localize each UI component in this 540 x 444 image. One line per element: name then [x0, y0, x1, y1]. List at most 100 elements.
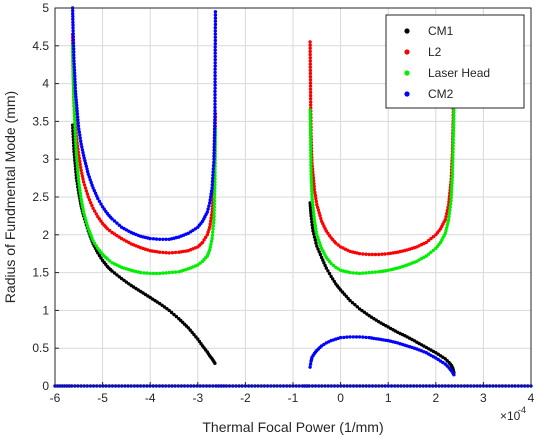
data-point-laser-head: [73, 136, 78, 140]
data-point-l2: [79, 168, 83, 173]
data-point-laser-head: [451, 150, 455, 154]
data-point-l2: [78, 162, 82, 167]
data-point-laser-head: [212, 205, 216, 209]
data-point-cm1: [148, 295, 152, 300]
data-point-cm2: [72, 62, 76, 66]
y-tick-label: 2: [42, 228, 49, 242]
data-point-laser-head: [427, 252, 431, 256]
legend-marker: [404, 28, 410, 34]
data-point-cm1: [323, 263, 327, 268]
data-point-l2: [445, 211, 449, 216]
data-point-laser-head: [451, 160, 455, 164]
data-point-l2: [308, 40, 312, 44]
data-point-cm1: [115, 273, 119, 277]
data-point-l2: [83, 186, 88, 190]
data-point-cm2: [206, 207, 210, 211]
data-point-cm2: [213, 80, 217, 84]
data-point-cm2: [436, 357, 440, 362]
data-point-l2: [312, 184, 316, 189]
data-point-laser-head: [76, 174, 81, 178]
data-point-cm2: [72, 71, 77, 75]
data-point-laser-head: [367, 270, 371, 275]
data-point-cm2: [71, 44, 76, 48]
data-point-cm2: [308, 365, 312, 369]
data-point-laser-head: [151, 271, 156, 276]
plot-frame: [54, 7, 532, 387]
data-point-l2: [308, 46, 312, 50]
data-point-laser-head: [76, 168, 80, 172]
data-point-cm1: [308, 206, 313, 210]
data-point-cm1: [331, 277, 335, 281]
data-point-cm2: [213, 102, 217, 107]
data-point-l2: [308, 68, 313, 73]
data-point-laser-head: [83, 216, 87, 220]
data-point-laser-head: [173, 270, 178, 274]
data-point-cm1: [324, 266, 328, 270]
legend-label: CM1: [428, 24, 454, 38]
data-point-laser-head: [82, 213, 87, 217]
data-point-cm2: [74, 92, 78, 96]
data-point-laser-head: [213, 189, 217, 193]
data-point-l2: [380, 252, 384, 256]
data-point-cm2: [205, 210, 209, 214]
data-point-laser-head: [210, 233, 215, 238]
data-point-laser-head: [451, 123, 456, 127]
data-point-cm1: [312, 232, 316, 236]
data-point-laser-head: [85, 221, 89, 225]
data-point-cm2: [213, 51, 217, 55]
data-point-laser-head: [450, 166, 455, 170]
data-point-laser-head: [449, 199, 453, 203]
data-point-cm2: [72, 50, 76, 54]
data-point-l2: [383, 252, 387, 256]
data-point-cm2: [73, 74, 77, 78]
data-point-cm1: [313, 238, 317, 242]
data-point-l2: [377, 252, 381, 257]
data-point-laser-head: [313, 221, 317, 225]
data-point-laser-head: [431, 248, 436, 252]
data-point-laser-head: [91, 239, 95, 243]
data-point-cm2: [452, 373, 456, 377]
data-point-cm2: [88, 178, 92, 182]
data-point-l2: [105, 227, 110, 231]
data-point-laser-head: [73, 121, 77, 125]
legend-marker: [404, 70, 410, 76]
data-points: [53, 6, 533, 388]
data-point-cm2: [212, 160, 216, 165]
data-point-cm1: [169, 310, 174, 315]
y-tick-label: 1.5: [32, 266, 49, 280]
data-point-cm1: [322, 261, 326, 265]
data-point-cm1: [186, 326, 190, 330]
series-cm2: [53, 6, 533, 388]
data-point-laser-head: [314, 230, 318, 234]
data-point-l2: [318, 213, 322, 218]
data-point-cm2: [76, 115, 80, 119]
data-point-laser-head: [211, 224, 215, 228]
legend-marker: [404, 49, 410, 55]
data-point-cm2: [76, 118, 80, 122]
data-point-laser-head: [450, 172, 455, 176]
data-point-cm1: [312, 235, 317, 239]
data-point-laser-head: [72, 111, 77, 115]
data-point-l2: [308, 90, 313, 95]
data-point-laser-head: [148, 271, 152, 276]
data-point-laser-head: [145, 271, 149, 275]
y-axis-label: Radius of Fundmental Mode (mm): [2, 91, 18, 303]
data-point-cm2: [164, 237, 168, 241]
data-point-l2: [79, 165, 83, 170]
data-point-laser-head: [309, 169, 313, 173]
x-exponent-label: ×10 -4: [500, 405, 526, 423]
data-point-l2: [208, 222, 212, 226]
data-point-cm2: [212, 151, 216, 155]
data-point-cm1: [321, 258, 325, 262]
data-point-laser-head: [331, 263, 336, 268]
data-point-cm2: [73, 86, 78, 90]
data-point-laser-head: [312, 215, 316, 219]
data-point-cm2: [212, 136, 217, 140]
data-point-l2: [91, 206, 95, 210]
data-point-cm2: [81, 150, 85, 155]
data-point-laser-head: [309, 181, 314, 185]
data-point-laser-head: [76, 177, 81, 181]
data-point-l2: [208, 225, 212, 229]
data-point-l2: [207, 228, 211, 232]
data-point-laser-head: [452, 117, 456, 121]
